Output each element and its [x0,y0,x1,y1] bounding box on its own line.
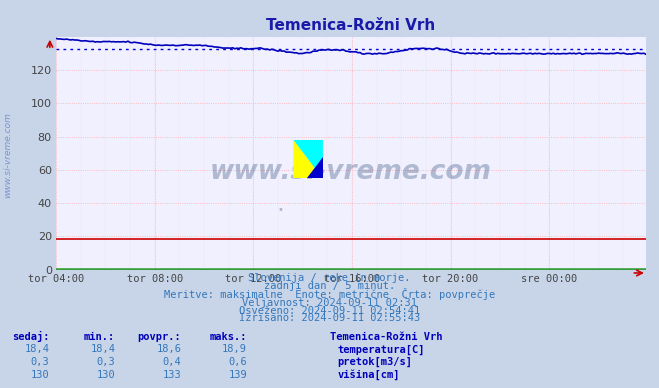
Title: Temenica-Rožni Vrh: Temenica-Rožni Vrh [266,18,436,33]
Text: pretok[m3/s]: pretok[m3/s] [337,357,413,367]
Text: temperatura[C]: temperatura[C] [337,344,425,355]
Text: povpr.:: povpr.: [138,331,181,341]
Text: 18,4: 18,4 [24,344,49,354]
Text: 0,3: 0,3 [97,357,115,367]
Text: 139: 139 [229,370,247,380]
Text: .: . [276,192,284,217]
Text: 130: 130 [97,370,115,380]
Polygon shape [293,140,323,178]
Text: Osveženo: 2024-09-11 02:54:41: Osveženo: 2024-09-11 02:54:41 [239,305,420,315]
Text: www.si-vreme.com: www.si-vreme.com [3,112,13,198]
Text: Meritve: maksimalne  Enote: metrične  Črta: povprečje: Meritve: maksimalne Enote: metrične Črta… [164,288,495,300]
Text: 18,6: 18,6 [156,344,181,354]
Text: 0,6: 0,6 [229,357,247,367]
Text: Izrisano: 2024-09-11 02:55:43: Izrisano: 2024-09-11 02:55:43 [239,313,420,323]
Text: min.:: min.: [84,331,115,341]
Text: Veljavnost: 2024-09-11 02:31: Veljavnost: 2024-09-11 02:31 [242,298,417,308]
Polygon shape [306,157,323,178]
Text: 0,3: 0,3 [31,357,49,367]
Text: 133: 133 [163,370,181,380]
Text: 0,4: 0,4 [163,357,181,367]
Text: 18,9: 18,9 [222,344,247,354]
Polygon shape [293,140,323,178]
Text: www.si-vreme.com: www.si-vreme.com [210,159,492,185]
Text: 130: 130 [31,370,49,380]
Text: višina[cm]: višina[cm] [337,369,400,380]
Text: Slovenija / reke in morje.: Slovenija / reke in morje. [248,273,411,283]
Text: Temenica-Rožni Vrh: Temenica-Rožni Vrh [330,331,442,341]
Text: sedaj:: sedaj: [12,331,49,341]
Text: zadnji dan / 5 minut.: zadnji dan / 5 minut. [264,281,395,291]
Text: 18,4: 18,4 [90,344,115,354]
Text: maks.:: maks.: [210,331,247,341]
